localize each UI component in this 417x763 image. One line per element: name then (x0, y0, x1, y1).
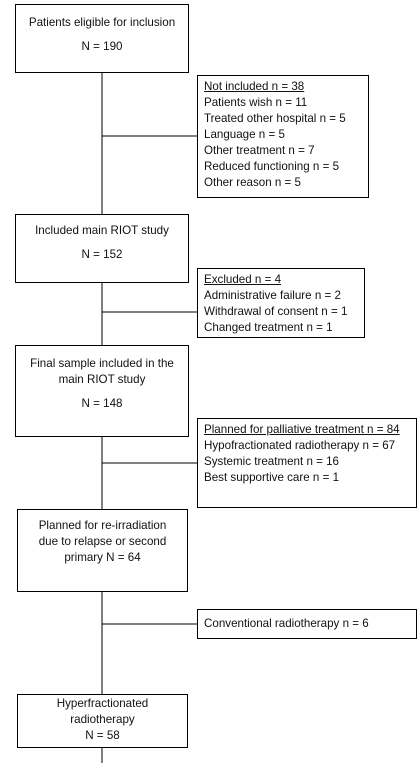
included-title: Included main RIOT study (35, 224, 169, 237)
excluded-item: Administrative failure n = 2 (204, 288, 341, 302)
palliative-item: Best supportive care n = 1 (204, 470, 340, 484)
not-included-item: Language n = 5 (204, 127, 285, 141)
box-reirradiation: Planned for re-irradiation due to relaps… (17, 509, 188, 592)
not-included-item: Reduced functioning n = 5 (204, 159, 340, 173)
box-included: Included main RIOT study N = 152 (15, 214, 189, 283)
final-title-line1: Final sample included in the (30, 357, 174, 370)
not-included-item: Other reason n = 5 (204, 175, 301, 189)
hyperfractionated-n: N = 58 (85, 728, 120, 742)
palliative-heading: Planned for palliative treatment n = 84 (204, 423, 400, 436)
not-included-item: Treated other hospital n = 5 (204, 111, 346, 125)
not-included-item: Other treatment n = 7 (204, 143, 315, 157)
box-not-included: Not included n = 38 Patients wish n = 11… (197, 75, 369, 198)
excluded-item: Changed treatment n = 1 (204, 320, 333, 334)
eligible-n: N = 190 (81, 39, 123, 53)
box-hyperfractionated: Hyperfractionated radiotherapy N = 58 (17, 694, 188, 748)
reirradiation-line2: due to relapse or second (38, 534, 167, 548)
reirradiation-line3: primary N = 64 (64, 550, 141, 564)
excluded-item: Withdrawal of consent n = 1 (204, 304, 348, 318)
box-palliative: Planned for palliative treatment n = 84 … (197, 418, 417, 508)
reirradiation-line1: Planned for re-irradiation (38, 519, 167, 532)
box-conventional: Conventional radiotherapy n = 6 (197, 609, 417, 639)
final-n: N = 148 (81, 396, 123, 410)
not-included-heading: Not included n = 38 (204, 80, 305, 93)
included-n: N = 152 (81, 247, 123, 261)
eligible-title: Patients eligible for inclusion (28, 16, 176, 29)
palliative-item: Hypofractionated radiotherapy n = 67 (204, 438, 396, 452)
box-final: Final sample included in the main RIOT s… (15, 345, 189, 437)
not-included-item: Patients wish n = 11 (204, 95, 308, 109)
box-eligible: Patients eligible for inclusion N = 190 (15, 4, 189, 73)
palliative-item: Systemic treatment n = 16 (204, 454, 339, 468)
excluded-heading: Excluded n = 4 (204, 273, 282, 286)
box-excluded: Excluded n = 4 Administrative failure n … (197, 268, 365, 338)
hyperfractionated-line2: radiotherapy (70, 712, 135, 726)
hyperfractionated-line1: Hyperfractionated (56, 697, 149, 710)
conventional-text: Conventional radiotherapy n = 6 (204, 617, 369, 630)
final-title-line2: main RIOT study (58, 372, 146, 386)
